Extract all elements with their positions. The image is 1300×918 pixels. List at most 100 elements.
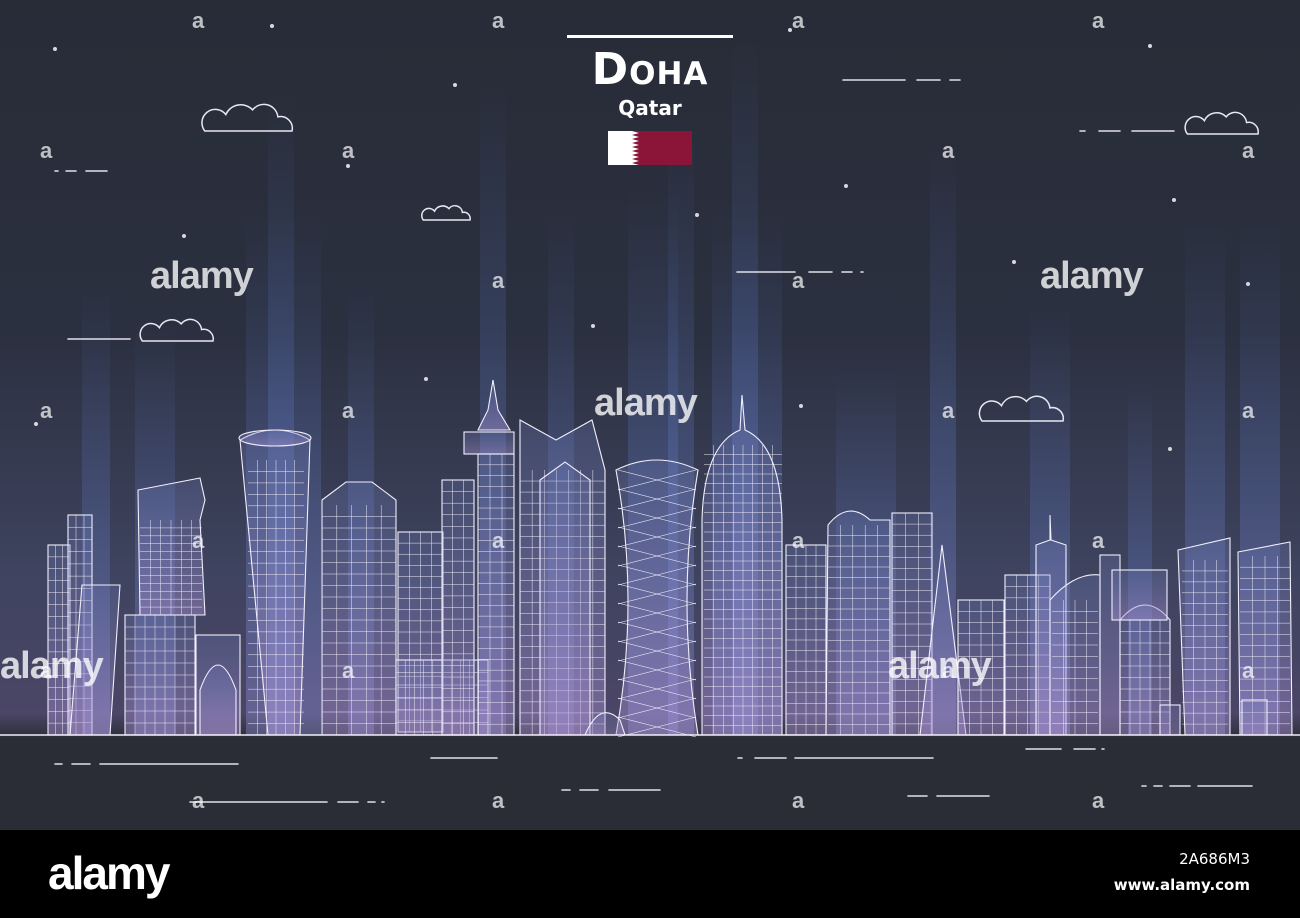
building [1241, 699, 1268, 736]
footer-bar: alamy 2A686M3 www.alamy.com [0, 830, 1300, 918]
window-grid [892, 513, 932, 735]
alamy-logo: alamy [48, 847, 170, 899]
building [1159, 704, 1181, 736]
star-icon [1172, 198, 1176, 202]
stars [34, 24, 1250, 451]
watermark-letter: a [1242, 398, 1255, 423]
building [539, 461, 591, 736]
clouds [139, 103, 1259, 422]
watermark-letter: a [492, 788, 505, 813]
cloud-icon [201, 103, 294, 132]
watermark-letter: a [942, 138, 955, 163]
lattice-line [617, 469, 697, 491]
star-icon [1168, 447, 1172, 451]
lattice-line [617, 697, 697, 719]
window-grid [140, 520, 202, 615]
window-grid [1182, 560, 1228, 735]
watermark-letter: a [192, 528, 205, 553]
watermark-letter: a [192, 8, 205, 33]
star-icon [53, 47, 57, 51]
watermark: alamy [0, 645, 104, 687]
cloud-icon [421, 204, 471, 221]
building [584, 712, 626, 736]
watermark-letter: a [342, 658, 355, 683]
lattice-line [617, 678, 697, 700]
watermark-letter: a [942, 658, 955, 683]
skyline-illustration: Doha Qatar alamy alamy alamy alamy alamy… [0, 0, 1300, 830]
lattice-line [617, 621, 697, 643]
tower-top [238, 429, 312, 447]
watermark-letter: a [792, 788, 805, 813]
country-title: Qatar [618, 96, 682, 120]
lattice-line [617, 716, 697, 738]
cloud-icon [1184, 111, 1259, 135]
window-grid [48, 545, 70, 735]
building [463, 431, 515, 455]
window-grid [248, 460, 304, 735]
watermark-letter: a [40, 398, 53, 423]
lattice-line [617, 545, 697, 567]
star-icon [346, 164, 350, 168]
window-grid [958, 600, 1004, 735]
star-icon [34, 422, 38, 426]
watermark-letter: a [792, 528, 805, 553]
site-url: www.alamy.com [1113, 876, 1250, 894]
watermark-letter: a [342, 398, 355, 423]
window-grid [704, 445, 782, 735]
watermark-letter: a [1092, 788, 1105, 813]
dash-lines [54, 79, 1253, 803]
star-icon [695, 213, 699, 217]
building [137, 477, 206, 616]
window-grid [322, 505, 396, 735]
watermark-letter: a [40, 138, 53, 163]
building [199, 664, 237, 736]
window-grid [828, 525, 890, 735]
window-grid [1052, 600, 1098, 735]
watermark: alamy [888, 645, 992, 687]
building [1111, 569, 1168, 621]
watermark-letter: a [942, 398, 955, 423]
lattice-line [617, 583, 697, 605]
star-icon [182, 234, 186, 238]
star-icon [1246, 282, 1250, 286]
image-id: 2A686M3 [1179, 850, 1250, 868]
watermark-letter: a [492, 528, 505, 553]
watermark-letter: a [492, 8, 505, 33]
watermark: alamy [594, 382, 698, 424]
lattice-line [617, 526, 697, 548]
watermark-letter: a [1092, 528, 1105, 553]
lattice-line [617, 659, 697, 681]
watermark-letter: a [792, 268, 805, 293]
window-grid [786, 545, 826, 735]
window-grid [1120, 620, 1170, 735]
watermark: alamy [1040, 255, 1144, 297]
title-rule [567, 35, 733, 38]
watermark: alamy [150, 255, 254, 297]
star-icon [424, 377, 428, 381]
star-icon [453, 83, 457, 87]
qatar-flag-icon [608, 131, 692, 165]
building [825, 510, 891, 736]
star-icon [844, 184, 848, 188]
star-icon [799, 404, 803, 408]
buildings [47, 379, 1293, 738]
watermark-letter: a [40, 658, 53, 683]
star-icon [1148, 44, 1152, 48]
lattice-line [617, 488, 697, 510]
lattice-line [617, 507, 697, 529]
star-icon [591, 324, 595, 328]
lattice [617, 469, 697, 738]
building [477, 379, 511, 431]
watermark-letter: a [192, 788, 205, 813]
lattice-line [617, 602, 697, 624]
watermark-letter: a [342, 138, 355, 163]
watermark-letter: a [1242, 138, 1255, 163]
watermark-letter: a [1242, 658, 1255, 683]
star-icon [270, 24, 274, 28]
window-grid [125, 615, 195, 735]
star-icon [788, 28, 792, 32]
star-icon [1012, 260, 1016, 264]
window-grid [442, 480, 474, 735]
cloud-icon [139, 318, 214, 342]
lattice-line [617, 564, 697, 586]
